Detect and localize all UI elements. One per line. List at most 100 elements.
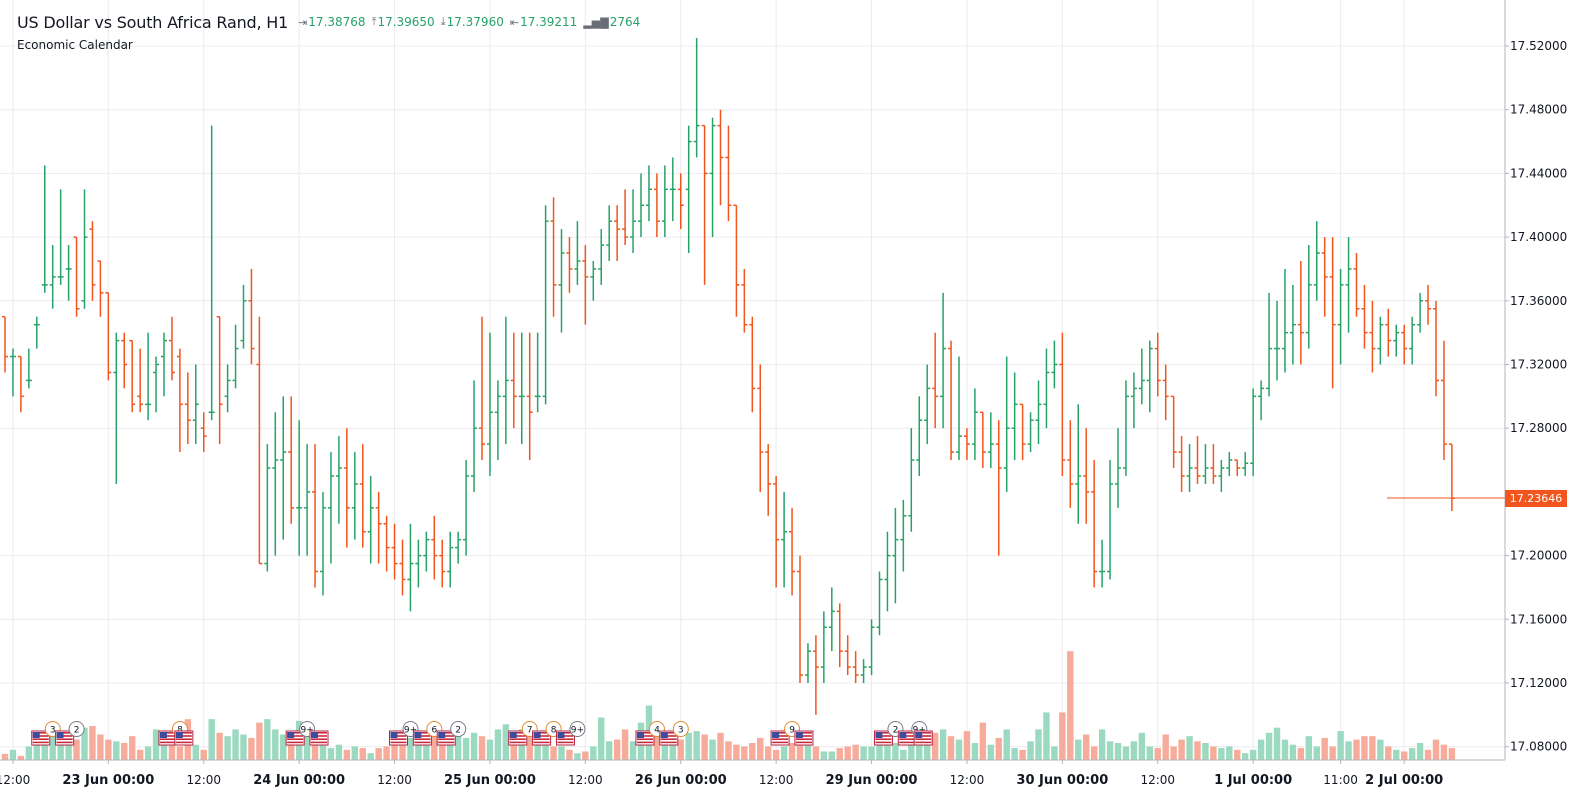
ohlc-bar bbox=[121, 332, 128, 389]
flag-stripe bbox=[915, 741, 932, 744]
ohlc-bar bbox=[900, 499, 907, 572]
volume-bar bbox=[1281, 739, 1289, 760]
ohlc-bar bbox=[1401, 324, 1408, 365]
price-tick-label: 17.52000 bbox=[1510, 39, 1567, 53]
ohlc-bar bbox=[184, 372, 191, 445]
chart-header: US Dollar vs South Africa Rand, H1 ⇥ 17.3… bbox=[17, 11, 646, 33]
flag-stripe bbox=[175, 741, 192, 744]
close-value: 17.39211 bbox=[520, 15, 578, 29]
ohlc-bar bbox=[447, 531, 454, 588]
volume-bar bbox=[423, 734, 430, 760]
volume-bar bbox=[1075, 739, 1082, 760]
flag-stripe bbox=[899, 738, 916, 740]
flag-stripe bbox=[795, 732, 812, 734]
open-value: 17.38768 bbox=[308, 15, 366, 29]
ohlc-bar bbox=[1035, 380, 1042, 445]
economic-calendar-label[interactable]: Economic Calendar bbox=[17, 38, 133, 52]
ohlc-bar bbox=[995, 420, 1002, 556]
volume-bar bbox=[820, 751, 828, 760]
volume-bar bbox=[65, 741, 72, 760]
volume-bar bbox=[1090, 746, 1098, 760]
volume-bar bbox=[939, 729, 947, 760]
flag-canton bbox=[175, 732, 183, 738]
ohlc-bar bbox=[630, 189, 637, 254]
flag-stripe bbox=[56, 735, 73, 737]
ohlc-bar bbox=[979, 411, 986, 469]
flag-canton bbox=[899, 732, 907, 738]
volume-bar bbox=[558, 746, 565, 760]
volume-bar bbox=[574, 753, 581, 760]
time-tick-label: 12:00 bbox=[568, 773, 603, 787]
volume-bar bbox=[121, 743, 128, 760]
ohlc-bar bbox=[1385, 308, 1392, 357]
volume-bar bbox=[1345, 741, 1352, 760]
flag-canton bbox=[509, 732, 517, 738]
flag-canton bbox=[438, 732, 446, 738]
flag-stripe bbox=[795, 741, 812, 744]
event-count: 9+ bbox=[571, 726, 584, 736]
ohlc-bar bbox=[1194, 436, 1201, 484]
time-tick-label: 12:00 bbox=[1140, 773, 1175, 787]
volume-bar bbox=[804, 741, 812, 760]
volume-bar bbox=[725, 741, 732, 760]
ohlc-bar bbox=[645, 165, 652, 222]
ohlc-bar bbox=[97, 260, 104, 317]
ohlc-bar bbox=[956, 356, 962, 461]
calendar-event: 3 bbox=[659, 721, 689, 746]
volume-bar bbox=[1313, 746, 1320, 760]
volume-bar bbox=[288, 744, 295, 760]
calendar-event: 2 bbox=[55, 721, 85, 746]
volume-bar bbox=[1448, 748, 1456, 760]
ohlc-bar bbox=[820, 611, 827, 683]
time-axis[interactable]: 12:00 23 Jun 00:00 12:00 24 Jun 00:00 12:00 2… bbox=[0, 760, 1443, 788]
flag-stripe bbox=[875, 732, 892, 734]
ohlc-bar bbox=[1019, 403, 1026, 461]
ohlc-bar bbox=[494, 380, 501, 461]
ohlc-bar bbox=[25, 348, 32, 389]
ohlc-bar bbox=[168, 316, 175, 381]
ohlc-bar bbox=[439, 539, 446, 588]
ohlc-bar bbox=[1266, 292, 1273, 397]
volume-bar bbox=[1003, 729, 1010, 760]
ohlc-bar bbox=[1281, 268, 1288, 373]
flag-stripe bbox=[159, 741, 176, 744]
symbol-title[interactable]: US Dollar vs South Africa Rand, H1 bbox=[17, 12, 289, 32]
price-axis[interactable]: 17.52000 17.48000 17.44000 17.40000 17.36000… bbox=[1505, 39, 1567, 754]
ohlc-bar bbox=[1337, 268, 1344, 365]
flag-stripe bbox=[175, 738, 192, 740]
flag-stripe bbox=[311, 738, 327, 740]
ohlc-bar bbox=[288, 396, 295, 524]
flag-stripe bbox=[899, 735, 916, 737]
flag-stripe bbox=[660, 732, 677, 734]
volume-bar bbox=[844, 746, 851, 760]
volume-bar bbox=[97, 734, 104, 760]
time-tick-label: 12:00 bbox=[0, 773, 30, 787]
volume-bar bbox=[661, 736, 669, 760]
volume-bar bbox=[129, 736, 136, 760]
time-tick-label: 23 Jun 00:00 bbox=[62, 773, 154, 788]
flag-stripe bbox=[32, 738, 49, 740]
ohlc-bar bbox=[1130, 372, 1137, 429]
volume-bar bbox=[908, 744, 915, 760]
flag-stripe bbox=[311, 741, 327, 744]
volume-bar bbox=[685, 732, 692, 760]
volume-bar bbox=[311, 737, 319, 760]
flag-stripe bbox=[159, 732, 176, 734]
volume-bar bbox=[57, 732, 64, 760]
volume-bar bbox=[192, 744, 199, 760]
ohlc-bar bbox=[216, 315, 223, 445]
flag-stripe bbox=[772, 741, 789, 744]
flag-stripe bbox=[32, 735, 49, 737]
event-count: 6 bbox=[431, 726, 437, 736]
flag-stripe bbox=[772, 732, 789, 734]
ohlc-bar bbox=[359, 444, 366, 548]
volume-bar bbox=[9, 749, 17, 760]
volume-bar bbox=[1432, 739, 1440, 760]
ohlc-bar bbox=[892, 507, 899, 604]
ohlc-bar bbox=[9, 348, 16, 397]
ohlc-bar bbox=[789, 507, 796, 596]
flag-canton bbox=[533, 732, 541, 738]
volume-bar bbox=[1114, 743, 1122, 760]
